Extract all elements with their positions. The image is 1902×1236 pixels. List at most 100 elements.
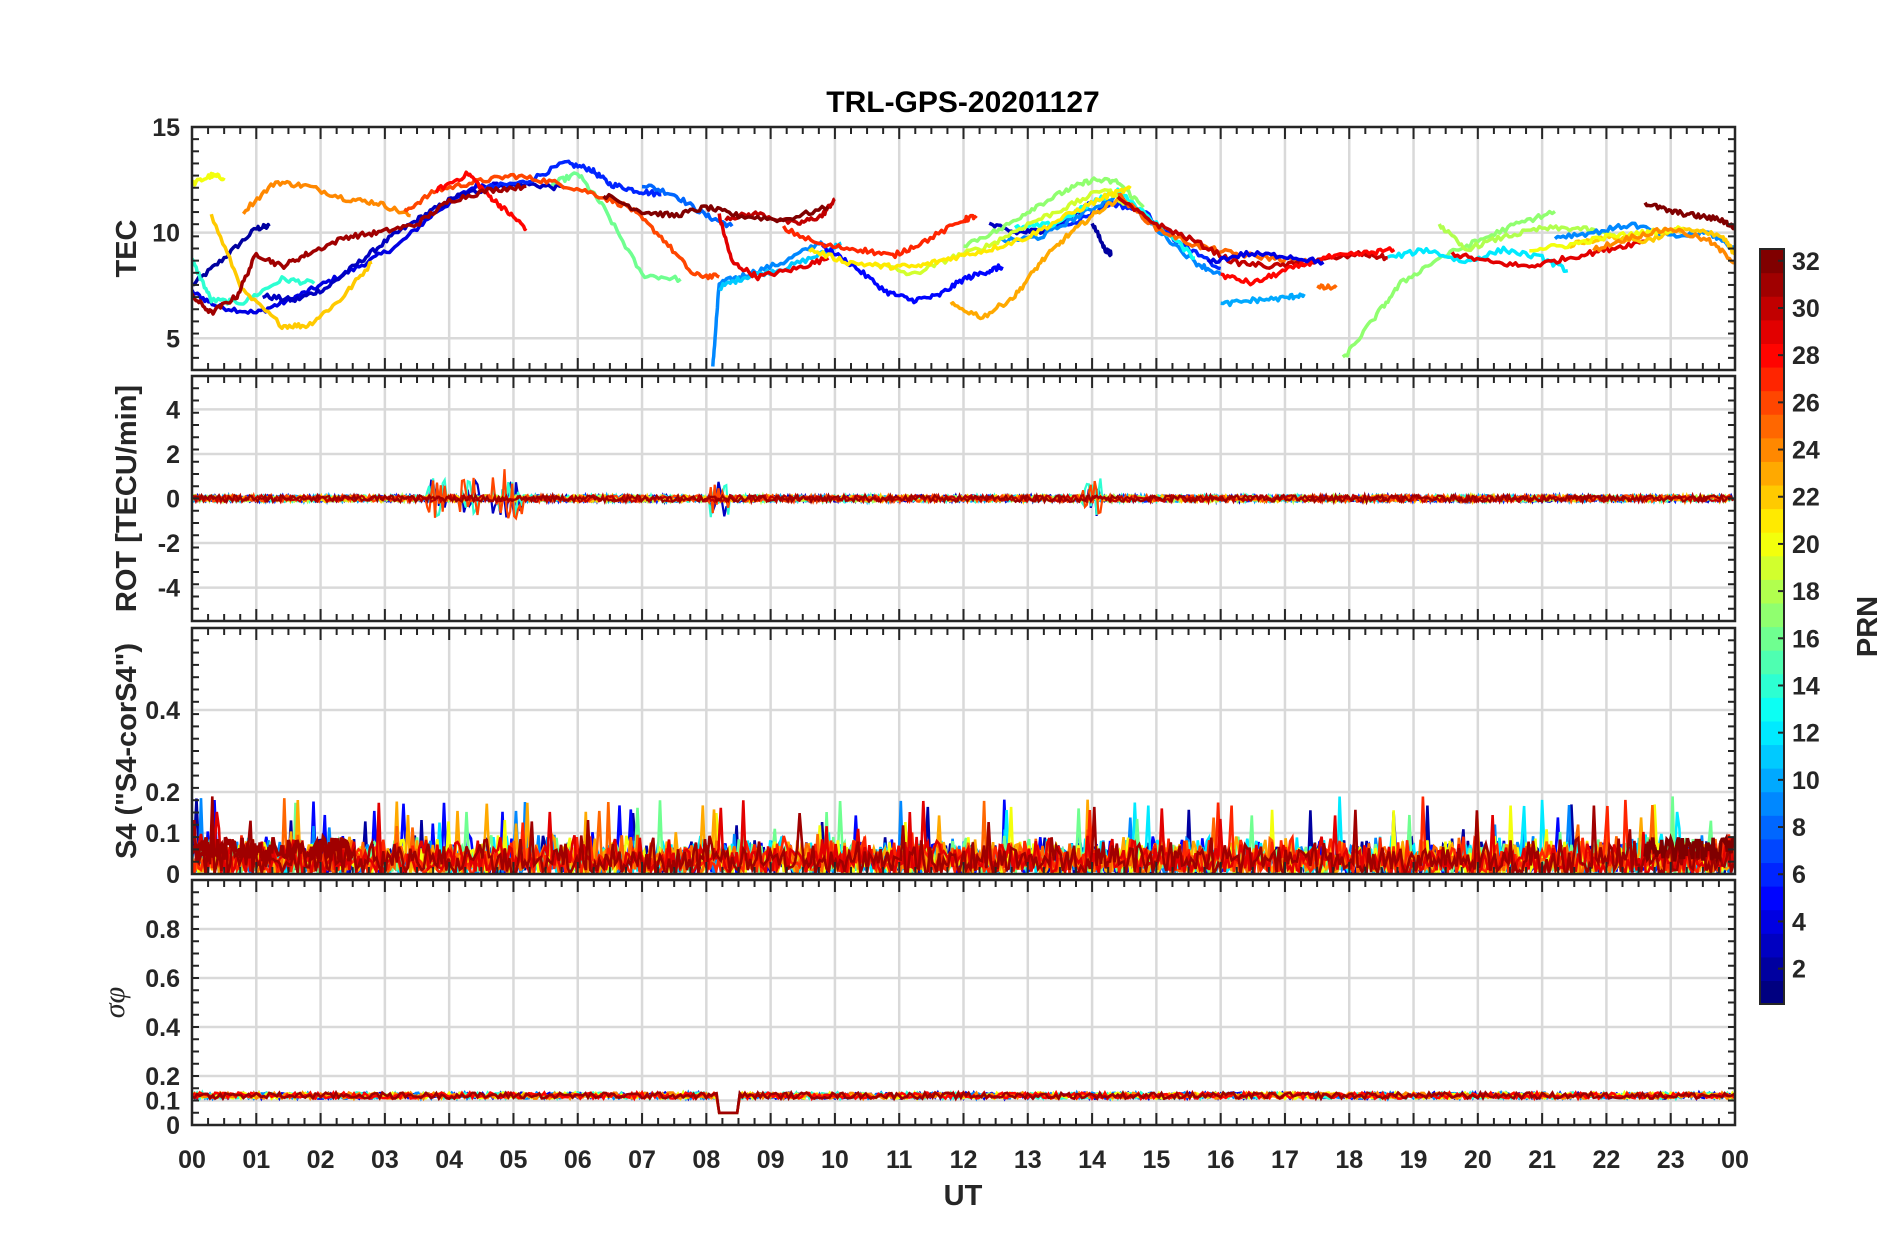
y-tick-label: 10 bbox=[152, 220, 180, 248]
colorbar-swatch bbox=[1760, 650, 1784, 675]
panel-sigma_phi: 00.10.2 0.4 0.6 0.8 σφ bbox=[98, 878, 1737, 1140]
tec-series-prn-24 bbox=[1592, 226, 1735, 265]
colorbar-tick-label: 26 bbox=[1792, 389, 1820, 417]
s4-series-prn-32-dense bbox=[1643, 833, 1735, 865]
panel-sigma_phi-grid bbox=[192, 880, 1735, 1125]
tec-series-prn-28 bbox=[434, 170, 528, 232]
tec-series-prn-25 bbox=[1316, 283, 1338, 291]
x-tick-label: 00 bbox=[178, 1146, 206, 1174]
tec-series-prn-4 bbox=[1206, 249, 1325, 266]
colorbar-tick-label: 16 bbox=[1792, 625, 1820, 653]
y-tick-label: 5 bbox=[166, 325, 180, 353]
panel-rot: -4 -2 0 2 4 ROT [TECU/min] bbox=[111, 374, 1737, 623]
x-tick-label: 20 bbox=[1464, 1146, 1492, 1174]
tec-series-prn-23 bbox=[949, 197, 1120, 321]
y-tick-label: 0.4 bbox=[145, 697, 180, 725]
panel-rot-minor-ticks bbox=[191, 375, 1736, 622]
x-tick-label: 10 bbox=[821, 1146, 849, 1174]
x-tick-label: 01 bbox=[242, 1146, 270, 1174]
y-tick-label: 0.2 bbox=[145, 1063, 180, 1091]
colorbar-frame bbox=[1759, 248, 1785, 1005]
x-tick-label: 13 bbox=[1014, 1146, 1042, 1174]
x-tick-label: 14 bbox=[1078, 1146, 1106, 1174]
x-tick-label: 07 bbox=[628, 1146, 656, 1174]
x-tick-label: 22 bbox=[1593, 1146, 1621, 1174]
panel-sigma_phi-series bbox=[192, 1089, 1735, 1115]
y-tick-label: 0.8 bbox=[145, 916, 180, 944]
colorbar-tick-label: 14 bbox=[1792, 672, 1820, 700]
colorbar-swatch bbox=[1760, 602, 1784, 628]
colorbar-tick-label: 2 bbox=[1792, 956, 1806, 984]
x-tick-label: 11 bbox=[886, 1146, 913, 1174]
y-tick-label: 0 bbox=[166, 486, 180, 514]
colorbar-tick-label: 20 bbox=[1792, 531, 1820, 559]
y-tick-label: 4 bbox=[166, 396, 180, 424]
colorbar-swatch bbox=[1760, 461, 1784, 486]
tec-series-prn-14 bbox=[192, 257, 316, 306]
x-tick-labels: 00 01 02 03 04 05 06 07 08 09 10 11 12 13 14 15 16 17 18 19… bbox=[178, 1146, 1749, 1174]
tec-series-prn-6 bbox=[481, 159, 662, 198]
colorbar-swatch bbox=[1760, 319, 1784, 344]
colorbar-tick-label: 24 bbox=[1792, 437, 1820, 465]
tec-series-prn-32 bbox=[602, 192, 830, 224]
colorbar-tick-label: 8 bbox=[1792, 814, 1806, 842]
colorbar-swatch bbox=[1760, 744, 1784, 769]
colorbar-swatch bbox=[1760, 555, 1784, 580]
colorbar-swatch bbox=[1760, 980, 1784, 1005]
x-tick-label: 00 bbox=[1721, 1146, 1749, 1174]
colorbar-tick-label: 12 bbox=[1792, 720, 1820, 748]
y-tick-label: -4 bbox=[158, 575, 180, 603]
colorbar-swatch bbox=[1760, 886, 1784, 911]
tec-series-prn-31 bbox=[192, 182, 527, 316]
colorbar-swatch bbox=[1760, 791, 1784, 816]
x-tick-label: 17 bbox=[1271, 1146, 1299, 1174]
x-tick-label: 04 bbox=[435, 1146, 463, 1174]
tec-series-prn-5 bbox=[820, 243, 1004, 305]
tec-series-prn-2 bbox=[192, 222, 271, 287]
x-tick-label: 18 bbox=[1335, 1146, 1363, 1174]
y-tick-label: 0.6 bbox=[145, 965, 180, 993]
tec-series-prn-16 bbox=[550, 171, 682, 283]
panel-sigma_phi-minor-ticks bbox=[191, 879, 1736, 1126]
panel-s4-minor-ticks bbox=[191, 627, 1736, 875]
colorbar-tick-label: 18 bbox=[1792, 578, 1820, 606]
y-tick-label: 0 bbox=[166, 1112, 180, 1140]
tec-series-prn-20 bbox=[192, 171, 226, 187]
x-tick-label: 19 bbox=[1400, 1146, 1428, 1174]
x-axis-label: UT bbox=[944, 1180, 983, 1212]
rot-series-prn-31 bbox=[192, 491, 1735, 506]
x-tick-label: 21 bbox=[1528, 1146, 1556, 1174]
tec-series-prn-27 bbox=[781, 213, 978, 260]
colorbar-swatch bbox=[1760, 838, 1784, 864]
colorbar-tick-label: 10 bbox=[1792, 767, 1820, 795]
tec-series-prn-28 bbox=[1220, 246, 1396, 287]
tec-series-prn-29 bbox=[1450, 239, 1646, 269]
y-tick-label: 0.4 bbox=[145, 1014, 180, 1042]
x-tick-label: 12 bbox=[950, 1146, 978, 1174]
x-tick-label: 06 bbox=[564, 1146, 592, 1174]
colorbar-swatch bbox=[1760, 508, 1784, 533]
panel-s4: 0 0.1 0.2 0.4S4 ("S4-corS4") bbox=[111, 626, 1737, 889]
tec-series-prn-24 bbox=[241, 179, 411, 218]
y-tick-label: 0 bbox=[166, 861, 180, 889]
y-axis-label: TEC bbox=[111, 219, 143, 277]
s4-series-prn-31 bbox=[192, 796, 1735, 874]
tec-series-prn-2 bbox=[1090, 222, 1113, 258]
sigma-series-prn-31 bbox=[192, 1089, 1735, 1115]
x-tick-label: 15 bbox=[1142, 1146, 1170, 1174]
tec-series-prn-17 bbox=[1341, 209, 1557, 359]
tec-series-prn-17 bbox=[963, 176, 1145, 249]
y-tick-label: -2 bbox=[158, 530, 180, 558]
colorbar-swatch bbox=[1760, 272, 1784, 297]
y-axis-label: S4 ("S4-corS4") bbox=[111, 643, 143, 859]
panel-rot-series bbox=[192, 469, 1735, 521]
y-tick-label: 0.1 bbox=[145, 1088, 180, 1116]
colorbar-swatch bbox=[1760, 414, 1784, 439]
y-tick-label: 15 bbox=[152, 114, 180, 142]
tec-series-prn-26 bbox=[403, 172, 720, 281]
tec-series-prn-10 bbox=[1220, 292, 1306, 308]
x-tick-label: 05 bbox=[500, 1146, 528, 1174]
colorbar-tick-label: 22 bbox=[1792, 484, 1820, 512]
